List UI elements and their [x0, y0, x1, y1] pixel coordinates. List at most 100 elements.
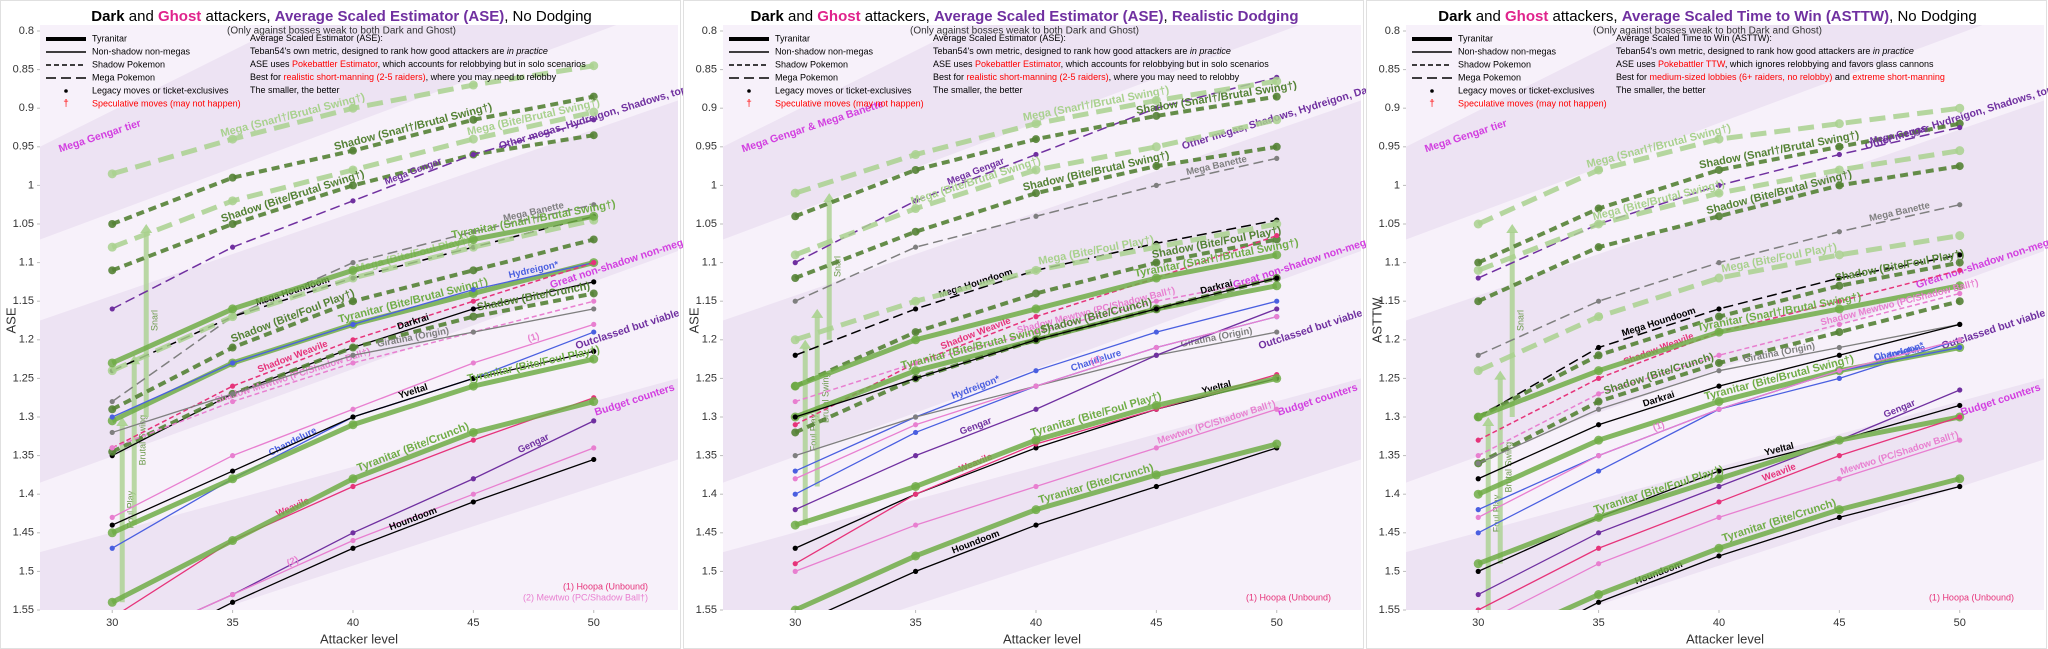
data-point: [230, 398, 236, 405]
data-point: [1957, 483, 1963, 490]
data-point: [911, 481, 921, 491]
note-segment: Best for: [933, 72, 967, 82]
data-point: [1031, 265, 1041, 275]
x-tick-label: 35: [226, 617, 238, 629]
y-tick-label: 1.1: [702, 257, 717, 269]
y-tick-label: 1.25: [696, 372, 717, 384]
data-point: [1151, 470, 1161, 480]
data-point: [1836, 298, 1842, 304]
data-point: [1475, 437, 1481, 443]
note-segment: Teban54's own metric, designed to rank h…: [933, 46, 1190, 56]
data-point: [1274, 406, 1280, 412]
data-point: [1836, 368, 1842, 374]
y-tick-label: 0.85: [1379, 64, 1400, 76]
y-axis-label: ASE: [686, 307, 701, 333]
data-point: [913, 453, 919, 459]
legend-label: Legacy moves or ticket-exclusives: [775, 85, 912, 95]
legend-label: Non-shadow non-megas: [1458, 46, 1557, 56]
note-segment: Pokebattler Estimator: [975, 59, 1061, 69]
data-point: [1033, 522, 1039, 528]
title-part: attackers,: [201, 8, 274, 25]
data-point: [107, 416, 117, 426]
data-point: [1031, 289, 1040, 298]
title-part: Ghost: [1505, 8, 1548, 25]
series-line: [1477, 121, 1961, 265]
data-point: [1836, 514, 1842, 520]
y-tick-label: 1.15: [13, 295, 34, 307]
data-point: [470, 287, 476, 293]
data-point: [1957, 202, 1963, 208]
x-tick-label: 45: [1833, 617, 1845, 629]
data-point: [1153, 306, 1159, 312]
data-point: [1594, 219, 1604, 229]
data-point: [790, 381, 800, 391]
data-point: [1033, 406, 1039, 412]
arrow-head: [140, 224, 153, 233]
data-point: [792, 422, 798, 428]
data-point: [109, 398, 115, 405]
data-point: [350, 198, 356, 204]
chart-subtitle: (Only against bosses weak to both Dark a…: [1593, 26, 1822, 37]
data-point: [469, 312, 478, 321]
data-point: [1596, 375, 1602, 381]
series-line: [111, 133, 595, 273]
note-line: The smaller, the better: [933, 85, 1023, 95]
data-point: [589, 92, 598, 101]
data-point: [589, 61, 599, 71]
data-point: [1033, 483, 1039, 490]
data-point: [1033, 383, 1039, 389]
data-point: [1031, 505, 1041, 515]
data-point: [1596, 422, 1602, 428]
data-point: [1272, 235, 1281, 244]
series-line: [1477, 233, 1961, 373]
legend-label: Non-shadow non-megas: [92, 46, 191, 56]
y-tick-label: 1.05: [696, 218, 717, 230]
title-part: , No Dodging: [1889, 8, 1977, 25]
data-point: [107, 528, 117, 538]
data-point: [230, 391, 236, 397]
data-point: [1594, 165, 1604, 175]
data-point: [911, 551, 921, 561]
legend-label: Legacy moves or ticket-exclusives: [92, 85, 229, 95]
footnote: (1) Hoopa (Unbound): [563, 581, 648, 591]
data-point: [1594, 435, 1604, 445]
data-point: [591, 279, 597, 285]
y-axis-label: ASE: [3, 307, 18, 333]
data-point: [1836, 151, 1842, 158]
data-point: [348, 146, 357, 155]
note-segment: , which accounts for relobbying but in s…: [378, 59, 587, 69]
tier-band: [1406, 100, 2044, 483]
data-point: [792, 507, 798, 513]
data-point: [913, 491, 919, 497]
data-point: [348, 103, 358, 113]
data-point: [1835, 281, 1844, 290]
y-tick-label: 0.8: [19, 25, 34, 37]
data-point: [1714, 165, 1723, 174]
note-line: The smaller, the better: [1616, 85, 1706, 95]
data-point: [1596, 599, 1602, 605]
legend-label: Shadow Pokemon: [775, 59, 848, 69]
y-tick-label: 0.85: [13, 64, 34, 76]
data-point: [913, 414, 919, 420]
data-point: [791, 428, 800, 437]
data-point: [911, 335, 921, 345]
data-point: [1836, 275, 1842, 281]
data-point: [469, 266, 478, 275]
note-segment: Teban54's own metric, designed to rank h…: [250, 46, 507, 56]
data-point: [1031, 165, 1041, 175]
y-tick-label: 1.1: [19, 257, 34, 269]
arrow-label: Brutal Swing: [821, 372, 831, 423]
y-tick-label: 1.3: [19, 411, 34, 423]
data-point: [1473, 489, 1483, 499]
data-point: [1835, 142, 1844, 151]
note-segment: ASE uses: [933, 59, 975, 69]
note-segment: realistic short-manning (2-5 raiders): [967, 72, 1109, 82]
data-point: [790, 605, 800, 610]
data-point: [589, 107, 599, 117]
y-tick-label: 1: [711, 179, 717, 191]
note-line: Teban54's own metric, designed to rank h…: [250, 46, 548, 56]
arrow-label: Foul Play: [809, 413, 819, 451]
note-segment: Pokebattler Estimator: [292, 59, 378, 69]
data-point: [1274, 298, 1280, 304]
data-point: [913, 360, 919, 366]
